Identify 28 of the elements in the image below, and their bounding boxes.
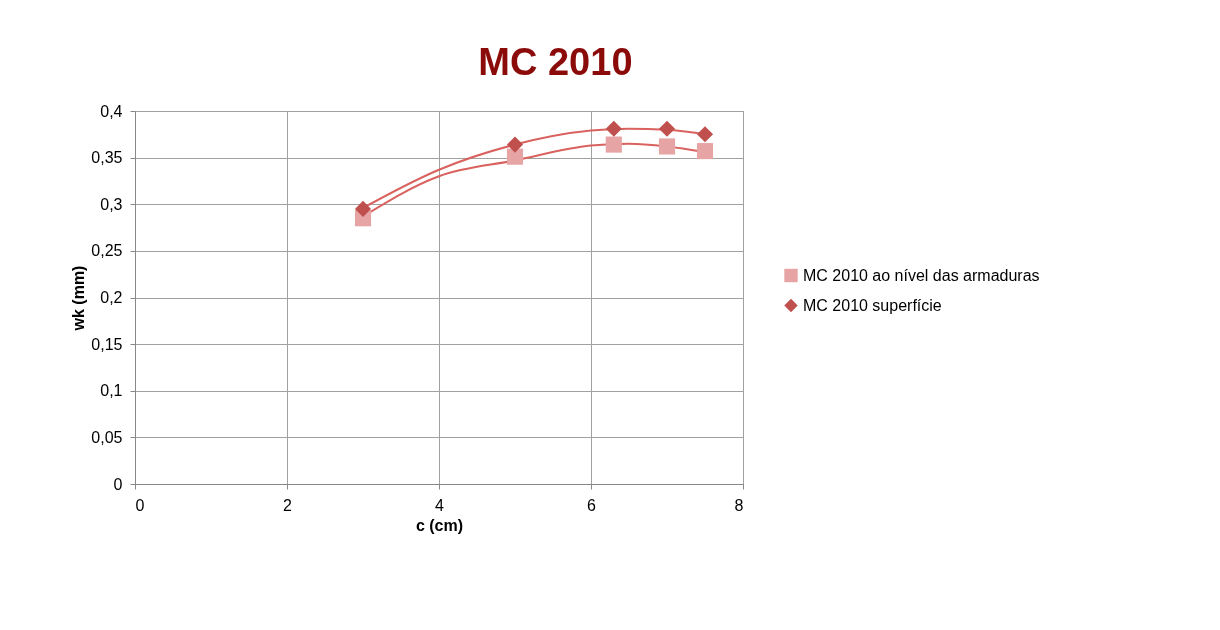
x-tick-label: 2	[283, 496, 293, 514]
y-axis-title: wk (mm)	[70, 265, 88, 332]
point	[696, 126, 714, 143]
point	[658, 120, 676, 137]
point	[506, 148, 524, 165]
y-tick-label: 0,3	[100, 195, 123, 213]
legend-label: MC 2010 ao nível das armaduras	[803, 266, 1040, 284]
x-tick-label: 8	[734, 496, 744, 514]
point	[354, 200, 372, 217]
y-tick-label: 0,1	[100, 382, 123, 400]
y-tick-label: 0	[113, 475, 123, 493]
point	[605, 120, 622, 137]
x-tick-label: 4	[435, 496, 445, 514]
chart-title: MC 2010	[478, 41, 633, 83]
y-tick-label: 0,05	[91, 428, 123, 446]
point	[506, 136, 524, 153]
y-tick-label: 0,4	[100, 102, 123, 120]
legend-label: MC 2010 superfície	[803, 296, 942, 314]
point	[658, 138, 676, 155]
x-axis-title: c (cm)	[415, 516, 464, 534]
y-tick-label: 0,2	[100, 289, 123, 306]
y-tick-label: 0,35	[91, 149, 123, 167]
x-tick-label: 6	[587, 496, 597, 514]
y-tick-label: 0,25	[91, 242, 123, 260]
x-tick-label: 0	[135, 496, 145, 514]
point	[696, 143, 714, 160]
point	[605, 136, 622, 153]
y-tick-label: 0,15	[91, 335, 123, 353]
